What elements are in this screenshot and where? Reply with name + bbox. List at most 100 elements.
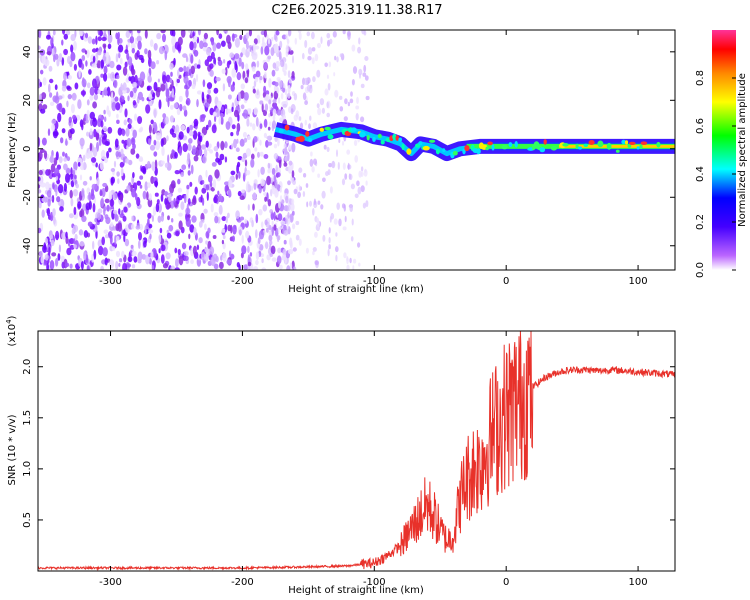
noise-mark (290, 108, 294, 115)
noise-mark (54, 84, 58, 91)
noise-mark (210, 203, 214, 213)
noise-mark (148, 93, 153, 100)
snr-ylabel: SNR (10 * v/v) (7, 414, 18, 485)
noise-mark (238, 171, 241, 179)
noise-mark (309, 115, 312, 121)
noise-mark (180, 30, 186, 38)
noise-mark (44, 237, 49, 245)
noise-mark (278, 80, 283, 88)
noise-mark (168, 193, 172, 203)
signal-blob (487, 141, 493, 146)
noise-mark (336, 202, 341, 210)
noise-mark (150, 119, 154, 125)
noise-mark (127, 95, 130, 102)
noise-mark (42, 244, 47, 253)
noise-mark (265, 140, 269, 148)
snr-panel: -300 -200 -100 0 100 0.5 1.0 1.5 2.0 Height of s… (5, 315, 676, 596)
noise-mark (101, 36, 107, 42)
noise-mark (155, 202, 160, 213)
signal-blob (395, 135, 400, 141)
x-tick-label: -200 (231, 276, 254, 287)
noise-mark (183, 65, 187, 73)
noise-mark (63, 72, 67, 81)
noise-mark (354, 155, 359, 163)
noise-mark (342, 226, 347, 231)
noise-mark (347, 101, 351, 107)
noise-mark (202, 79, 206, 88)
signal-blob (305, 131, 310, 137)
noise-mark (247, 261, 252, 267)
noise-mark (123, 233, 126, 243)
noise-mark (326, 146, 330, 152)
noise-mark (185, 192, 189, 203)
noise-mark (97, 36, 102, 42)
noise-mark (165, 74, 171, 83)
noise-mark (46, 207, 51, 217)
noise-mark (205, 47, 211, 56)
noise-mark (350, 91, 353, 97)
noise-mark (138, 156, 143, 162)
noise-mark (276, 87, 280, 94)
noise-mark (328, 237, 331, 244)
noise-mark (160, 83, 166, 92)
noise-mark (95, 133, 99, 141)
signal-blob (366, 134, 370, 141)
noise-mark (130, 137, 136, 146)
noise-mark (293, 188, 298, 195)
noise-mark (88, 192, 92, 202)
noise-mark (138, 231, 142, 241)
noise-mark (125, 263, 132, 268)
noise-mark (73, 244, 77, 249)
noise-mark (229, 250, 232, 257)
noise-mark (292, 266, 297, 270)
noise-mark (217, 59, 223, 66)
signal-blob (415, 143, 421, 148)
noise-mark (72, 238, 76, 245)
noise-mark (201, 180, 205, 185)
noise-mark (215, 151, 219, 158)
noise-mark (57, 184, 64, 194)
noise-mark (48, 169, 51, 175)
noise-mark (351, 218, 354, 226)
signal-blob (359, 131, 366, 138)
noise-mark (213, 87, 219, 94)
noise-mark (97, 208, 103, 214)
noise-mark (185, 217, 191, 228)
noise-mark (304, 100, 308, 106)
noise-mark (63, 48, 68, 56)
noise-mark (353, 139, 358, 146)
noise-mark (253, 136, 258, 143)
noise-mark (50, 37, 54, 47)
noise-mark (360, 166, 364, 172)
noise-mark (264, 103, 269, 112)
noise-mark (80, 261, 84, 270)
noise-mark (252, 203, 255, 211)
noise-mark (122, 66, 128, 76)
noise-mark (224, 141, 228, 149)
noise-mark (39, 93, 42, 103)
noise-mark (158, 99, 162, 110)
noise-mark (241, 234, 244, 244)
noise-mark (247, 254, 251, 264)
noise-mark (337, 161, 340, 170)
noise-mark (244, 77, 249, 84)
noise-mark (276, 255, 282, 265)
noise-mark (358, 262, 361, 267)
noise-mark (264, 45, 270, 56)
noise-mark (106, 86, 111, 97)
noise-mark (256, 90, 259, 96)
noise-mark (322, 234, 326, 242)
noise-mark (61, 231, 67, 240)
noise-mark (295, 110, 300, 118)
noise-mark (103, 72, 108, 82)
noise-mark (183, 251, 189, 256)
noise-mark (253, 266, 259, 270)
noise-mark (174, 170, 180, 175)
svg-text:(x104): (x104) (5, 315, 18, 346)
noise-mark (63, 182, 67, 192)
noise-mark (227, 108, 233, 114)
noise-mark (188, 138, 193, 144)
noise-mark (117, 222, 123, 232)
noise-mark (169, 62, 174, 70)
noise-mark (128, 118, 133, 125)
